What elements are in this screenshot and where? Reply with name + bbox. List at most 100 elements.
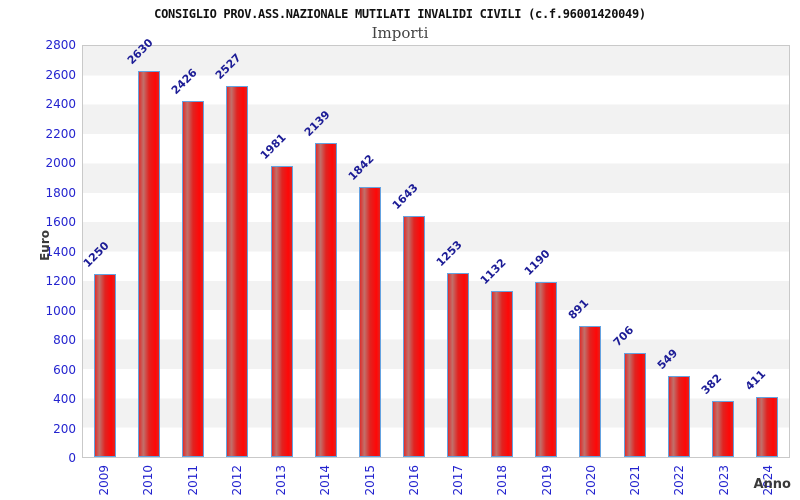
bar-value-label: 1132 (477, 255, 509, 287)
y-tick-label: 1800 (45, 185, 76, 200)
x-tick-label: 2019 (539, 465, 554, 496)
bar-value-label: 1253 (433, 238, 465, 270)
x-tick-slot: 2021 (613, 465, 657, 499)
bar-slot-2013: 1981 (257, 46, 304, 457)
x-tick-label: 2017 (451, 465, 466, 496)
x-tick-slot: 2015 (348, 465, 392, 499)
bar-slot-2021: 706 (610, 46, 657, 457)
bar-2024 (755, 396, 778, 457)
bar-2010 (138, 70, 161, 457)
bar-2009 (94, 273, 117, 457)
bar-slot-2015: 1842 (345, 46, 392, 457)
y-tick-label: 2200 (45, 126, 76, 141)
bar-value-label: 2139 (301, 108, 333, 140)
x-tick-label: 2010 (141, 465, 156, 496)
bar-2014 (314, 143, 337, 457)
x-tick-slot: 2019 (525, 465, 569, 499)
bar-value-label: 1842 (345, 151, 377, 183)
x-tick-slot: 2010 (126, 465, 170, 499)
x-tick-slot: 2022 (657, 465, 701, 499)
y-tick-label: 2800 (45, 38, 76, 52)
chart-subtitle: Importi (371, 24, 429, 42)
y-tick-label: 1200 (45, 274, 76, 288)
x-tick-slot: 2016 (392, 465, 436, 499)
bar-value-label: 1981 (257, 131, 289, 163)
x-tick-slot: 2023 (702, 465, 746, 499)
bar-value-label: 411 (742, 367, 769, 393)
x-axis-title: Anno (753, 477, 791, 492)
x-tick-slot: 2014 (303, 465, 347, 499)
bar-value-label: 549 (654, 346, 680, 373)
bar-slot-2011: 2426 (169, 46, 215, 457)
y-tick-label: 600 (53, 362, 76, 377)
bar-2012 (226, 86, 249, 457)
bar-2018 (491, 290, 514, 457)
bar-value-label: 1250 (80, 238, 112, 270)
x-tick-label: 2023 (716, 465, 731, 496)
bar-value-label: 1643 (389, 180, 421, 212)
x-axis: 2009 2010 2011 2012 2013 2014 2015 2016 2017 2018… (82, 461, 790, 499)
x-tick-label: 2013 (274, 465, 289, 496)
x-tick-label: 2009 (97, 465, 112, 496)
y-tick-label: 0 (68, 451, 76, 465)
x-tick-label: 2021 (628, 465, 643, 496)
y-axis-title: Euro (38, 230, 52, 261)
x-tick-slot: 2018 (480, 465, 524, 499)
bar-2011 (182, 100, 205, 457)
y-tick-label: 200 (53, 421, 76, 436)
bar-2016 (402, 215, 425, 457)
y-tick-label: 2400 (45, 97, 76, 111)
bar-slot-2009: 1250 (80, 46, 127, 457)
bar-2022 (667, 376, 690, 457)
x-tick-label: 2022 (672, 465, 687, 496)
x-tick-label: 2015 (362, 465, 377, 496)
bar-2019 (535, 282, 558, 457)
bar-value-label: 2426 (169, 66, 200, 97)
bar-value-label: 382 (698, 371, 725, 397)
bar-slot-2017: 1253 (433, 46, 480, 457)
x-tick-slot: 2009 (82, 465, 126, 499)
bar-2013 (270, 166, 293, 457)
y-tick-label: 2600 (45, 67, 76, 82)
x-tick-slot: 2011 (171, 465, 215, 499)
y-tick-label: 800 (53, 333, 76, 348)
x-tick-slot: 2020 (569, 465, 613, 499)
bar-slot-2023: 382 (698, 46, 745, 457)
bar-2015 (358, 186, 381, 457)
x-tick-label: 2016 (406, 465, 421, 496)
bar-slot-2016: 1643 (389, 46, 436, 457)
y-tick-label: 1000 (45, 303, 76, 318)
y-tick-label: 1600 (45, 215, 76, 230)
y-tick-label: 400 (53, 392, 76, 407)
bar-value-label: 1190 (522, 247, 553, 279)
bar-2020 (579, 326, 602, 457)
x-tick-label: 2012 (229, 465, 244, 496)
bar-slot-2014: 2139 (301, 46, 348, 457)
y-tick-label: 1400 (45, 244, 76, 259)
x-tick-slot: 2017 (436, 465, 480, 499)
bar-slot-2018: 1132 (477, 46, 524, 457)
bar-value-label: 891 (566, 296, 592, 323)
bar-2023 (711, 400, 734, 457)
bar-slot-2019: 1190 (522, 46, 568, 457)
bar-slot-2010: 2630 (125, 36, 171, 457)
plot-area: 1250 2630 2426 2527 1981 2139 1842 1643 1253 1132… (80, 36, 790, 458)
bar-slot-2020: 891 (566, 46, 612, 457)
bar-value-label: 706 (610, 323, 636, 350)
x-tick-label: 2014 (318, 465, 333, 496)
bar-slot-2012: 2527 (213, 46, 259, 457)
x-tick-slot: 2012 (215, 465, 259, 499)
x-tick-label: 2011 (185, 465, 200, 496)
bar-slot-2024: 411 (742, 46, 789, 457)
chart-title: CONSIGLIO PROV.ASS.NAZIONALE MUTILATI IN… (154, 7, 646, 21)
y-tick-label: 2000 (45, 156, 76, 170)
x-tick-label: 2020 (583, 465, 598, 496)
y-axis: 0 200 400 600 800 1000 1200 1400 1600 1800 2000 220… (0, 38, 76, 465)
bar-value-label: 2527 (213, 51, 245, 83)
bar-2017 (447, 273, 470, 457)
x-tick-label: 2018 (495, 465, 510, 496)
bar-2021 (623, 353, 646, 457)
x-tick-slot: 2013 (259, 465, 303, 499)
bar-slot-2022: 549 (654, 46, 701, 457)
